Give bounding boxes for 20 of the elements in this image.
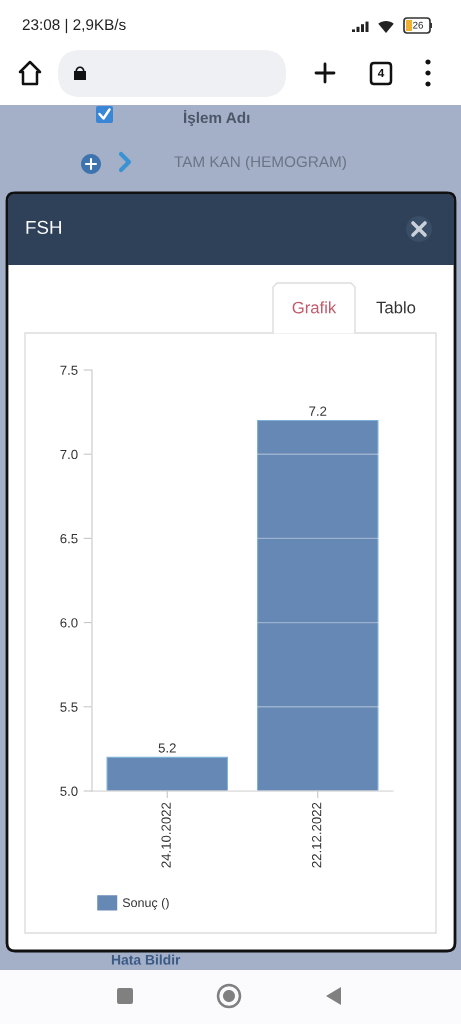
- y-tick-label: 5.5: [60, 702, 78, 712]
- x-tick-label: 24.10.2022: [161, 802, 171, 868]
- text: Hata Bildir: [111, 954, 181, 965]
- text: 23:08 | 2,9KB/s: [22, 18, 126, 34]
- data-label: 7.2: [309, 406, 327, 416]
- y-tick-label: 6.5: [60, 533, 78, 544]
- y-tick-label: 7.5: [60, 365, 78, 375]
- y-tick-label: 7.0: [60, 449, 78, 460]
- data-label: 5.2: [158, 743, 176, 753]
- x-tick-label: 22.12.2022: [311, 802, 322, 868]
- text: Grafik: [292, 301, 337, 314]
- text: İşlem Adı: [184, 109, 250, 127]
- text: Tablo: [376, 301, 416, 314]
- legend-label: Sonuç (): [122, 897, 169, 910]
- text: TAM KAN (HEMOGRAM): [174, 155, 346, 171]
- y-tick-label: 5.0: [60, 786, 78, 796]
- chart-title: FSH: [26, 220, 61, 235]
- y-tick-label: 6.0: [60, 618, 78, 628]
- text: 4: [377, 68, 385, 78]
- text: 26: [413, 21, 423, 29]
